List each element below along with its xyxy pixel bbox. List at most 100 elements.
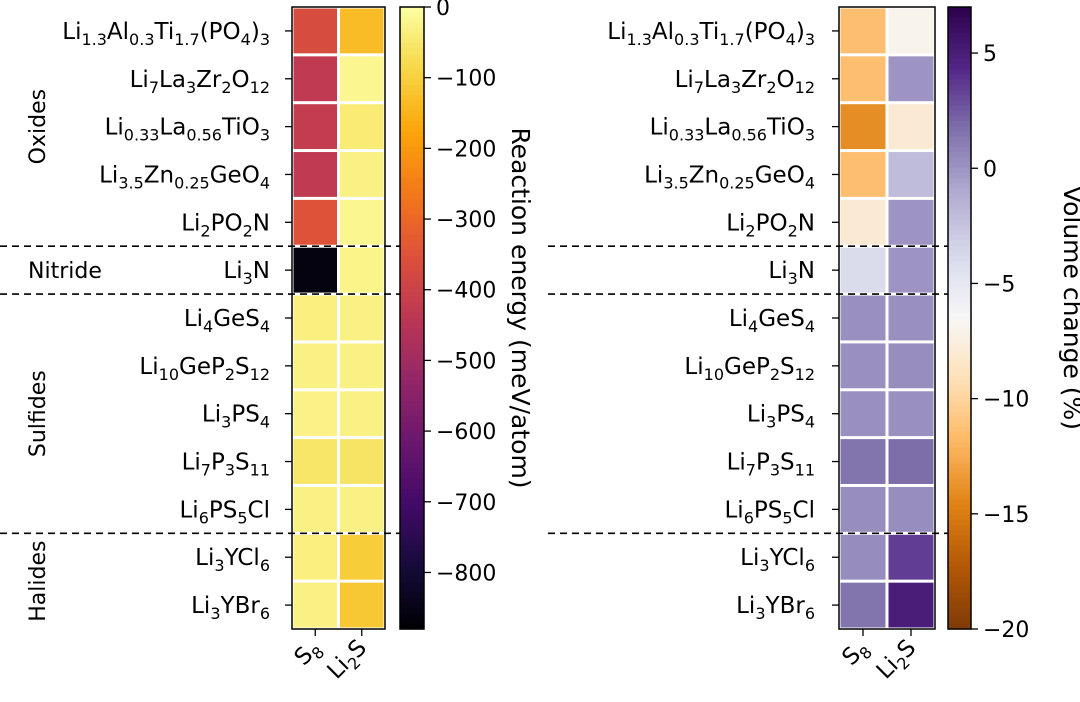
colorbar-segment [400,489,424,495]
colorbar-tick-label: −100 [436,67,496,92]
colorbar-segment [948,266,971,272]
colorbar-tick-label: −700 [436,491,496,516]
colorbar-segment [400,183,424,190]
colorbar-segment [400,328,424,335]
colorbar-segment [400,457,424,464]
colorbar-segment [400,74,424,81]
colorbar-segment [948,318,971,324]
colorbar-segment [400,141,424,148]
colorbar-segment [400,32,424,39]
colorbar-segment [400,597,424,604]
colorbar-segment [948,95,971,101]
colorbar-segment [948,603,971,609]
reaction-energy-heatmap-panel: Li1.3​Al0.3​Ti1.7​(PO4​)3​ Li7​La3​Zr2​O1… [0,0,535,684]
colorbar-tick-label: −300 [436,208,496,233]
colorbar-segment [948,577,971,583]
colorbar-segment [400,89,424,96]
colorbar-segment [400,509,424,516]
colorbar-frame [399,6,425,630]
colorbar-segment [400,437,424,443]
colorbar-segment [400,618,424,625]
colorbar-segment [948,188,971,195]
colorbar-segment [948,255,971,262]
row-label: Li3​YBr6​ [736,593,815,623]
colorbar-segment [400,499,424,506]
colorbar-segment [400,406,424,412]
row-label: Li0.33​La0.56​TiO3​ [650,115,815,145]
heatmap-cell [293,56,337,102]
colorbar-tick-label: −400 [436,279,496,304]
heatmap-cell [340,391,384,437]
colorbar-segment [400,359,424,366]
colorbar-segment [400,416,424,423]
heatmap-cell [340,199,384,245]
colorbar-segment [948,224,971,231]
colorbar-segment [948,292,971,298]
heatmap-cell [340,582,384,628]
colorbar-frame [947,6,972,630]
heatmap-cell [888,104,934,150]
colorbar-segment [948,400,971,407]
heatmap-cell [293,486,337,532]
colorbar-segment [948,203,971,210]
row-label: Li2​PO2​N [726,210,815,240]
column-label: S8​ [290,635,329,674]
colorbar-segment [948,183,971,190]
colorbar-segment [948,7,971,13]
colorbar-segment [400,157,424,164]
colorbar-segment [948,245,971,252]
colorbar-segment [948,359,971,366]
colorbar-segment [948,110,971,117]
colorbar-segment [400,571,424,578]
colorbar-segment [948,141,971,148]
colorbar-segment [400,603,424,609]
heatmap-cell [840,56,886,102]
colorbar-segment [400,613,424,620]
group-label: Halides [26,541,51,622]
colorbar-segment [948,121,971,127]
colorbar-segment [400,260,424,267]
colorbar-segment [948,556,971,563]
colorbar-segment [400,561,424,568]
heatmap-cell [293,343,337,389]
group-label: Nitride [28,259,102,284]
colorbar-segment [400,318,424,324]
colorbar-tick-label: 5 [983,42,997,67]
colorbar-segment [400,483,424,490]
colorbar-tick-label: −5 [983,272,1015,297]
colorbar-title: Reaction energy (meV/atom) [506,127,535,488]
colorbar-segment [400,400,424,407]
colorbar-segment [948,561,971,568]
heatmap-cell [840,582,886,628]
colorbar-segment [400,473,424,480]
colorbar-segment [948,354,971,361]
colorbar-segment [948,369,971,376]
colorbar-segment [948,79,971,86]
colorbar-segment [948,198,971,205]
colorbar-segment [400,525,424,532]
colorbar-segment [948,530,971,537]
row-label: Li3​YCl6​ [195,545,270,575]
colorbar-segment [400,312,424,319]
colorbar-segment [400,126,424,132]
colorbar-segment [948,27,971,34]
colorbar-segment [400,286,424,293]
colorbar-segment [400,229,424,236]
colorbar-segment [948,395,971,402]
colorbar-segment [400,390,424,397]
colorbar-segment [948,105,971,112]
heatmap-cell [840,152,886,197]
group-label: Sulfides [26,370,51,457]
heatmap-cell [840,104,886,150]
colorbar-segment [948,136,971,143]
colorbar-segment [400,178,424,184]
colorbar-segment [400,333,424,340]
colorbar-segment [400,48,424,55]
colorbar-segment [400,79,424,86]
colorbar-title: Volume change (%) [1058,186,1080,430]
colorbar-segment [948,380,971,386]
colorbar-segment [948,235,971,241]
colorbar-segment [400,520,424,526]
colorbar-tick-label: 0 [983,157,997,182]
row-label: Li3​N [223,258,270,288]
